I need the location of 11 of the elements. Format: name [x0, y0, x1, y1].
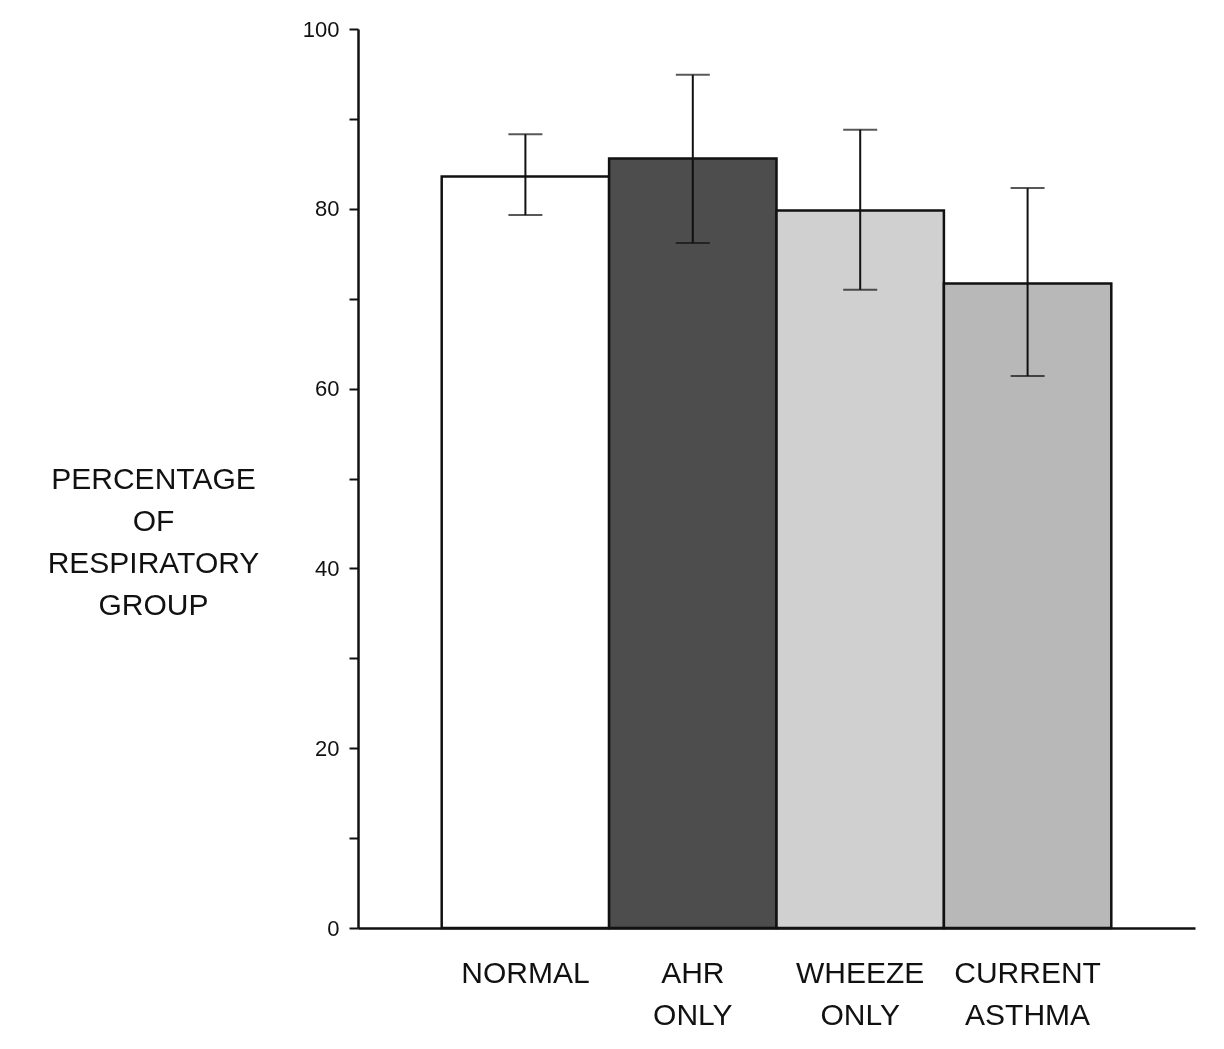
y-tick-label: 40: [315, 555, 340, 581]
y-tick-label: 20: [315, 735, 340, 761]
x-tick-label: CURRENT ASTHMA: [954, 955, 1101, 1031]
x-tick-label: NORMAL: [461, 955, 590, 989]
y-tick-label: 80: [315, 196, 340, 222]
y-tick-label: 0: [327, 915, 340, 941]
x-tick-label: WHEEZE ONLY: [796, 955, 925, 1031]
y-tick-label: 100: [302, 16, 340, 42]
y-axis-title: PERCENTAGE OF RESPIRATORY GROUP: [47, 461, 260, 621]
y-tick-label: 60: [315, 376, 340, 402]
x-tick-label: AHR ONLY: [653, 955, 733, 1031]
